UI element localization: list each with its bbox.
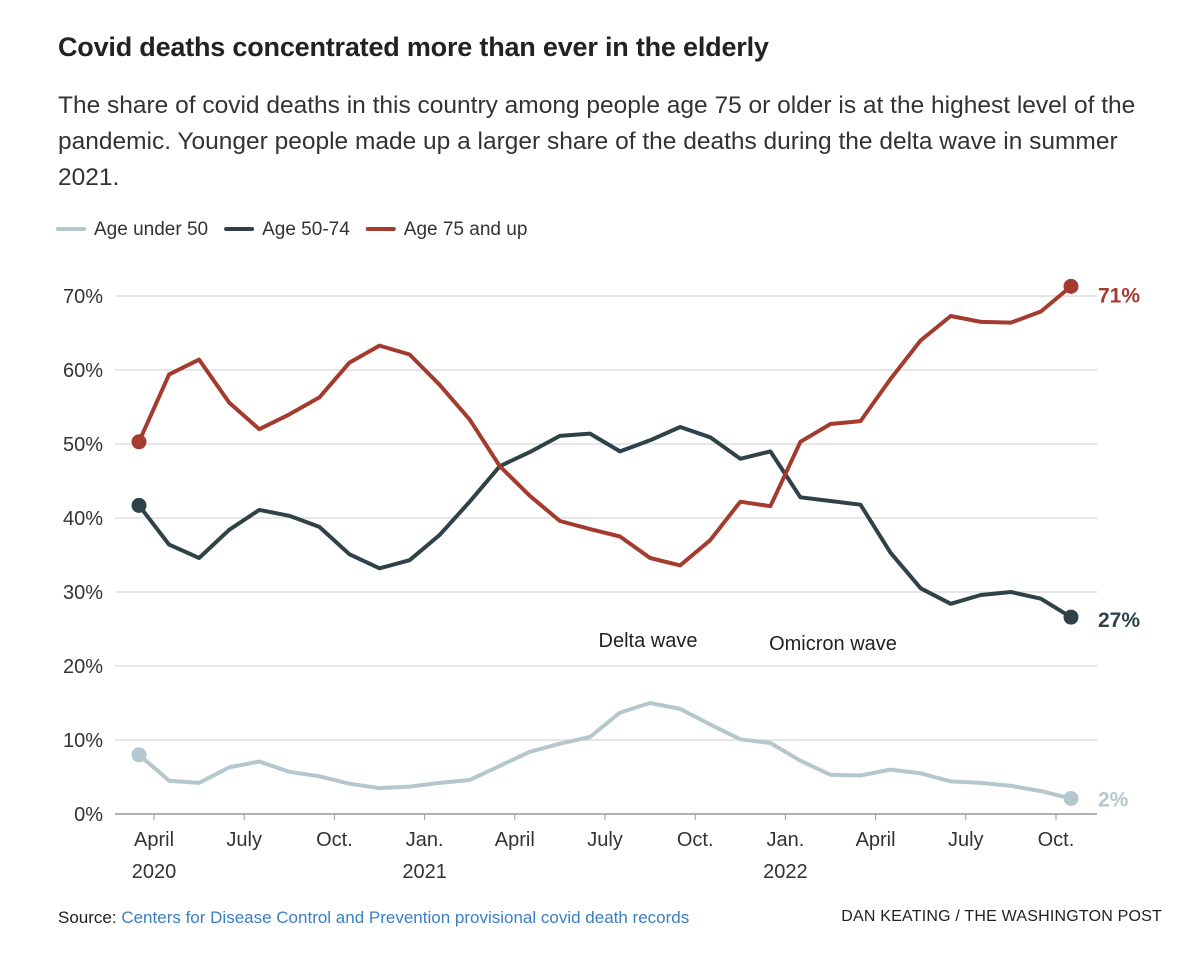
series-line xyxy=(137,284,1073,568)
legend-label: Age under 50 xyxy=(94,219,208,240)
x-tick-label: April xyxy=(856,829,896,851)
footer: Source: Centers for Disease Control and … xyxy=(58,908,1162,928)
series-line xyxy=(137,701,1073,801)
end-dot xyxy=(1063,609,1079,625)
x-tick-label: 2021 xyxy=(402,861,447,883)
end-dot xyxy=(131,497,147,513)
x-tick-label: April xyxy=(495,829,535,851)
y-tick-label: 30% xyxy=(63,582,103,604)
annotation: Delta wave xyxy=(599,630,698,652)
chart-subtitle: The share of covid deaths in this countr… xyxy=(58,92,1136,191)
x-tick-label: Oct. xyxy=(316,829,353,851)
chart-title: Covid deaths concentrated more than ever… xyxy=(58,32,769,62)
annotation: Omicron wave xyxy=(769,633,897,655)
value-label: 2% xyxy=(1098,788,1129,811)
end-dot xyxy=(131,434,147,450)
x-tick-label: 2022 xyxy=(763,861,808,883)
end-dot xyxy=(1063,278,1079,294)
series-line xyxy=(137,425,1073,620)
y-tick-label: 60% xyxy=(63,360,103,382)
y-tick-label: 10% xyxy=(63,730,103,752)
credit: DAN KEATING / THE WASHINGTON POST xyxy=(841,908,1162,925)
end-dot xyxy=(1063,790,1079,806)
x-tick-label: July xyxy=(226,829,262,851)
x-tick-label: July xyxy=(948,829,984,851)
x-tick-label: Oct. xyxy=(677,829,714,851)
y-tick-label: 0% xyxy=(74,804,103,826)
value-label: 71% xyxy=(1098,284,1140,307)
value-label: 27% xyxy=(1098,609,1140,632)
x-tick-label: Oct. xyxy=(1038,829,1075,851)
x-tick-label: April xyxy=(134,829,174,851)
source-link[interactable]: Centers for Disease Control and Preventi… xyxy=(121,908,690,927)
x-tick-label: Jan. xyxy=(406,829,444,851)
end-dot xyxy=(131,747,147,763)
source-prefix: Source: xyxy=(58,908,117,927)
x-tick-label: 2020 xyxy=(132,861,177,883)
y-tick-label: 20% xyxy=(63,656,103,678)
legend-label: Age 75 and up xyxy=(404,219,528,240)
y-tick-label: 70% xyxy=(63,286,103,308)
x-tick-label: July xyxy=(587,829,623,851)
legend-label: Age 50-74 xyxy=(262,219,350,240)
y-tick-label: 50% xyxy=(63,434,103,456)
x-tick-label: Jan. xyxy=(766,829,804,851)
y-tick-label: 40% xyxy=(63,508,103,530)
